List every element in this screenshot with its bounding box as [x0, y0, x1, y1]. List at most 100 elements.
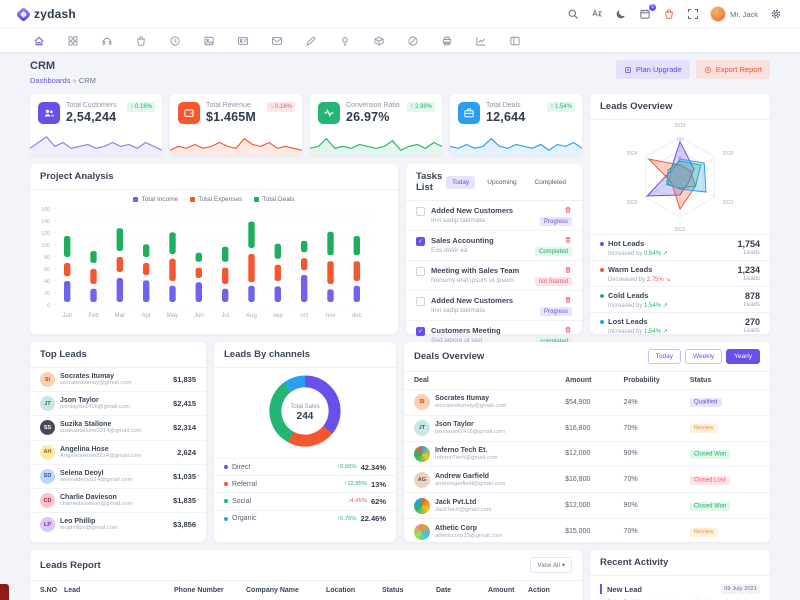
nav-printer-icon[interactable]: [441, 35, 453, 47]
channels-title: Leads By channels: [224, 349, 311, 360]
lead-email: jsontaylor2416@gmail.com: [60, 404, 131, 411]
task-title: Customers Meeting: [431, 326, 501, 335]
column-header: Lead: [64, 587, 81, 594]
task-checkbox[interactable]: ✓: [416, 237, 425, 246]
svg-text:Jun: Jun: [194, 313, 204, 319]
nav-pen-icon[interactable]: [305, 35, 317, 47]
deals-filter-weekly[interactable]: Weekly: [684, 349, 723, 364]
lead-amount: $2,314: [173, 423, 196, 433]
svg-text:Mar: Mar: [115, 313, 125, 319]
status-badge: Progress: [539, 217, 572, 226]
nav-image-icon[interactable]: [203, 35, 215, 47]
tasks-tab-upcoming[interactable]: Upcoming: [487, 178, 517, 186]
bag-icon[interactable]: [662, 8, 675, 21]
nav-grid-icon[interactable]: [67, 35, 79, 47]
plan-upgrade-button[interactable]: Plan Upgrade: [615, 60, 690, 79]
trash-icon[interactable]: [564, 296, 572, 304]
svg-text:160: 160: [41, 207, 50, 213]
trash-icon[interactable]: [564, 236, 572, 244]
donut-center-value: 244: [296, 411, 314, 422]
stat-delta-badge: ↑ 1.54%: [547, 102, 575, 112]
stat-label: Conversion Ratio: [346, 102, 400, 109]
task-checkbox[interactable]: [416, 207, 425, 216]
lead-email: suzikastallone3214@gmail.com: [60, 428, 142, 435]
project-analysis-legend: Total Income Total Expenses Total Deals: [30, 190, 398, 203]
module-icon-bar: [0, 28, 800, 52]
stat-card-conversion-ratio: Conversion Ratio 26.97% ↑ 2.98%: [310, 94, 442, 156]
nav-chart-icon[interactable]: [475, 35, 487, 47]
trash-icon[interactable]: [564, 266, 572, 274]
settings-gear-icon[interactable]: [769, 8, 782, 21]
task-checkbox[interactable]: ✓: [416, 327, 425, 336]
task-title: Added New Customers: [431, 296, 514, 305]
lead-amount: 2,624: [177, 447, 196, 457]
trash-icon[interactable]: [564, 206, 572, 214]
export-report-button[interactable]: Export Report: [695, 60, 770, 79]
notification-badge: 5: [649, 3, 657, 11]
task-row: Added New Customers Invi sadip takimata …: [406, 201, 582, 231]
tasks-tab-completed[interactable]: Completed: [534, 178, 566, 186]
channel-legend-row: Social ↓4.45% 62%: [214, 492, 396, 509]
view-all-button[interactable]: View All ▾: [530, 557, 572, 573]
nav-panel-icon[interactable]: [509, 35, 521, 47]
nav-box-icon[interactable]: [373, 35, 385, 47]
channel-legend-row: Organic ↑5.75% 22.46%: [214, 509, 396, 527]
nav-mail-icon[interactable]: [271, 35, 283, 47]
nav-headset-icon[interactable]: [101, 35, 113, 47]
lead-amount: $1,035: [173, 471, 196, 481]
nav-clock-icon[interactable]: [169, 35, 181, 47]
page-title: CRM: [30, 60, 56, 72]
company-logo: [414, 497, 430, 514]
svg-text:100: 100: [676, 137, 684, 142]
deal-amount: $16,800: [565, 476, 591, 484]
deals-filter-yearly[interactable]: Yearly: [726, 349, 760, 364]
user-menu[interactable]: Mr. Jack: [710, 6, 758, 22]
brand-logo[interactable]: zydash: [15, 6, 76, 22]
lead-amount: $3,856: [173, 520, 196, 530]
deal-probability: 70%: [623, 424, 638, 432]
svg-text:dec: dec: [352, 313, 362, 319]
nav-compass-icon[interactable]: [407, 35, 419, 47]
brand-name: zydash: [34, 7, 76, 21]
legend-dot: [600, 267, 604, 272]
leads-overview-card: Leads Overview 2019 2020 2021 2022 2023 2024 1…: [590, 94, 770, 335]
translate-icon[interactable]: [590, 8, 603, 21]
legend-dot: [224, 465, 228, 470]
deals-filter-today[interactable]: Today: [647, 349, 681, 364]
nav-bulb-icon[interactable]: [339, 35, 351, 47]
moon-icon[interactable]: [614, 8, 627, 21]
lead-change: Increased by 0.64% ↗: [608, 251, 668, 257]
status-badge: Progress: [539, 307, 572, 316]
channel-name: Organic: [224, 515, 257, 522]
tasks-tab-today[interactable]: Today: [445, 175, 476, 189]
lead-type-name: Cold Leads: [600, 291, 668, 300]
task-checkbox[interactable]: [416, 267, 425, 276]
channel-change: ↑12.85%: [344, 481, 367, 488]
column-header: Status: [689, 377, 712, 384]
export-report-icon: [704, 66, 712, 74]
svg-text:2019: 2019: [674, 123, 685, 129]
deal-email: socratesitumay@gmail.com: [435, 403, 507, 410]
project-analysis-card: Project Analysis Total Income Total Expen…: [30, 164, 398, 334]
calendar-icon[interactable]: 5: [638, 3, 657, 21]
lead-count: 270 Leads: [743, 317, 760, 334]
status-badge: Qualified: [689, 398, 722, 408]
plan-upgrade-icon: [624, 66, 632, 74]
leads-overview-legend: Hot Leads Increased by 0.64% ↗ 1,754 Lead…: [590, 234, 770, 338]
channel-change: ↑0.56%: [337, 464, 357, 471]
deal-email: InfernoTech@gmail.com: [435, 454, 498, 461]
svg-text:2021: 2021: [722, 200, 733, 206]
lead-name: Charlie Davieson: [60, 494, 117, 502]
search-icon[interactable]: [566, 8, 579, 21]
nav-home-icon[interactable]: [33, 35, 45, 47]
expand-icon[interactable]: [686, 8, 699, 21]
task-subtitle: Nonumy erat ipsum ut ipsum: [431, 277, 514, 284]
svg-text:Apr: Apr: [141, 313, 150, 319]
top-leads-title: Top Leads: [40, 349, 87, 360]
trash-icon[interactable]: [564, 326, 572, 334]
nav-idcard-icon[interactable]: [237, 35, 249, 47]
donut-center-label: Total Sales: [290, 404, 320, 410]
breadcrumb-dashboards-link[interactable]: Dashboards: [30, 76, 71, 85]
task-checkbox[interactable]: [416, 297, 425, 306]
nav-bagnav-icon[interactable]: [135, 35, 147, 47]
